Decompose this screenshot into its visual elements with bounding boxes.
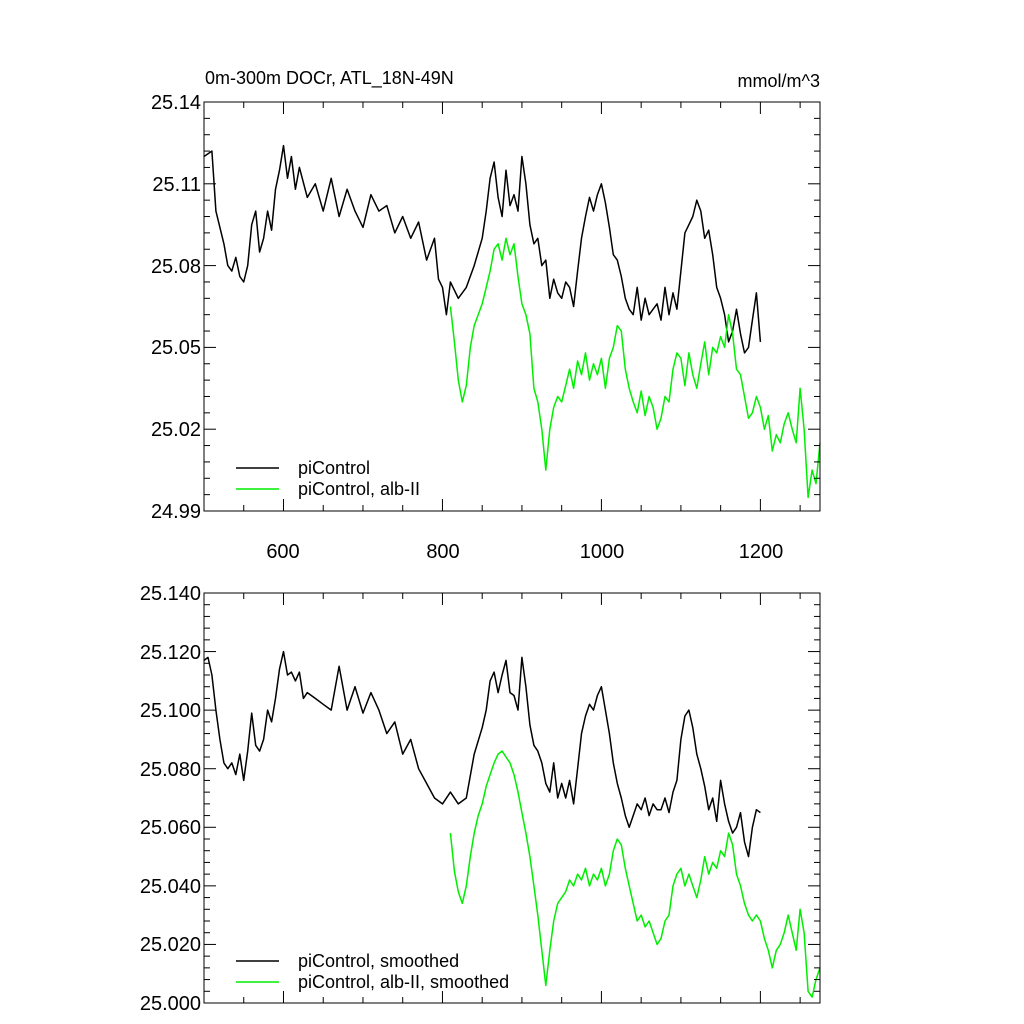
top-x-tick-label: 800 [426, 541, 459, 563]
top-y-tick-label: 25.14 [151, 92, 201, 114]
top-y-tick-label: 25.11 [152, 174, 201, 196]
bottom-legend: piControl, smoothed piControl, alb-II, s… [236, 951, 509, 992]
bottom-plot-frame [203, 592, 821, 1004]
bottom-y-tick-label: 25.100 [140, 700, 201, 722]
bottom-y-tick-label: 25.040 [140, 876, 201, 898]
top-plot-frame [203, 101, 821, 512]
top-tick-marks [203, 101, 820, 512]
series-line-0 [203, 650, 761, 858]
legend-label: piControl, alb-II, smoothed [298, 972, 509, 992]
bottom-y-tick-label: 25.060 [140, 817, 201, 839]
top-y-tick-label: 25.05 [151, 337, 201, 359]
top-chart-units: mmol/m^3 [738, 71, 820, 91]
bottom-y-tick-label: 25.120 [140, 642, 201, 664]
legend-label: piControl, alb-II [298, 479, 420, 499]
bottom-y-tick-label: 25.140 [140, 583, 201, 605]
top-series-lines [203, 144, 821, 499]
bottom-y-tick-label: 25.000 [140, 993, 201, 1015]
top-x-tick-label: 1000 [580, 541, 625, 563]
bottom-tick-marks [203, 592, 820, 1004]
series-line-0 [203, 144, 762, 354]
top-y-tick-label: 24.99 [151, 501, 201, 523]
top-x-tick-label: 600 [266, 541, 299, 563]
bottom-y-tick-label: 25.020 [140, 934, 201, 956]
bottom-panel: 25.140 25.120 25.100 25.080 25.060 25.04… [140, 583, 821, 1015]
top-panel: 0m-300m DOCr, ATL_18N-49N mmol/m^3 25.14… [151, 68, 821, 563]
top-y-tick-label: 25.02 [151, 419, 201, 441]
series-line-1 [449, 750, 821, 998]
legend-label: piControl, smoothed [298, 951, 459, 971]
top-legend: piControl piControl, alb-II [236, 458, 420, 499]
legend-label: piControl [298, 458, 370, 478]
top-x-tick-label: 1200 [739, 541, 784, 563]
bottom-series-lines [203, 650, 821, 998]
series-line-1 [449, 237, 821, 499]
bottom-y-tick-label: 25.080 [140, 759, 201, 781]
top-chart-title: 0m-300m DOCr, ATL_18N-49N [205, 68, 454, 89]
top-y-tick-label: 25.08 [151, 256, 201, 278]
